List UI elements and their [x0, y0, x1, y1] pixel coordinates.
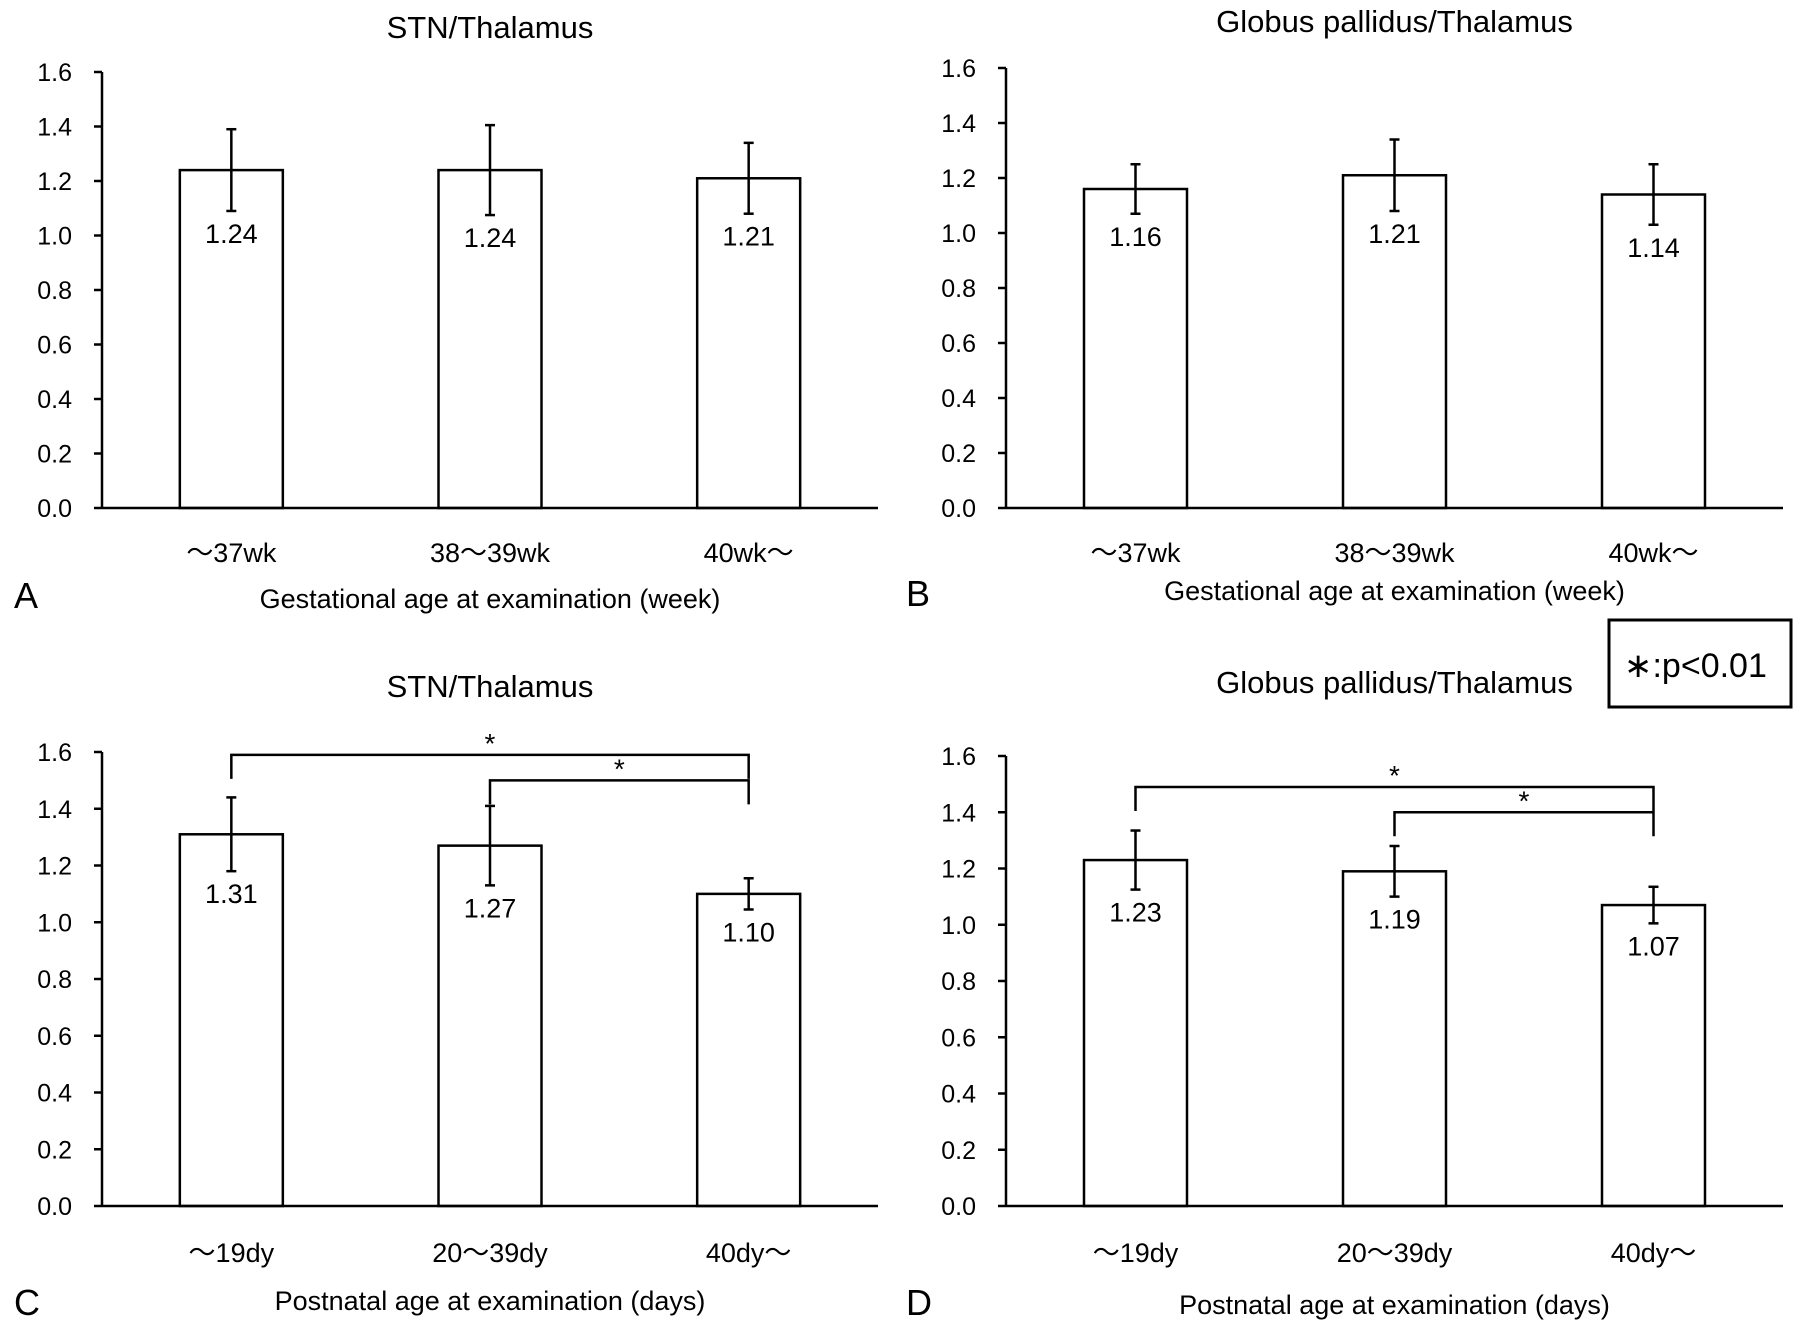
y-tick-label: 0.0	[37, 495, 72, 523]
panel-letter: D	[906, 1282, 932, 1323]
y-tick-label: 0.4	[37, 386, 72, 414]
data-label: 1.24	[205, 219, 258, 249]
x-axis-label: Postnatal age at examination (days)	[1179, 1290, 1610, 1320]
y-tick-label: 0.4	[941, 1081, 976, 1109]
y-tick-label: 0.8	[37, 277, 72, 305]
y-tick-label: 0.0	[941, 495, 976, 523]
y-tick-label: 1.6	[941, 55, 976, 83]
y-tick-label: 0.4	[37, 1080, 72, 1108]
chart-title: Globus pallidus/Thalamus	[1216, 4, 1573, 39]
y-tick-label: 0.6	[37, 1023, 72, 1051]
significance-star: *	[1389, 760, 1400, 791]
y-tick-label: 1.6	[37, 59, 72, 87]
panel-a: STN/Thalamus A 0.0 0.2 0.4 0.6 0.8 1.0 1.2 1.4 1.6…	[14, 10, 878, 616]
y-tick-label: 0.8	[941, 275, 976, 303]
bar	[1600, 903, 1707, 1208]
significance-star: *	[485, 728, 496, 759]
data-label: 1.16	[1109, 222, 1162, 252]
y-tick-label: 1.4	[37, 796, 72, 824]
y-tick-label: 1.4	[37, 114, 72, 142]
x-tick-label: 38～39wk	[1334, 538, 1455, 568]
y-tick-label: 1.4	[941, 110, 976, 138]
x-tick-label: 40wk～	[704, 538, 794, 568]
x-tick-label: 38～39wk	[430, 538, 551, 568]
bar	[437, 168, 543, 510]
y-tick-label: 1.2	[941, 165, 976, 193]
data-label: 1.19	[1368, 905, 1421, 935]
legend-text: ∗:p<0.01	[1624, 647, 1767, 685]
panel-letter: C	[14, 1282, 40, 1323]
bar	[1341, 174, 1448, 510]
x-tick-label: ～37wk	[1090, 538, 1181, 568]
chart-panels: STN/Thalamus A 0.0 0.2 0.4 0.6 0.8 1.0 1.2 1.4 1.6…	[14, 4, 1783, 1323]
x-tick-label: 40wk～	[1608, 538, 1698, 568]
bar	[437, 844, 543, 1208]
data-label: 1.24	[464, 223, 517, 253]
x-tick-label: 20～39dy	[432, 1238, 548, 1268]
panel-letter: A	[14, 575, 38, 616]
legend-frame	[1607, 618, 1793, 709]
y-tick-label: 0.2	[941, 1137, 976, 1165]
significance-bracket	[488, 779, 750, 805]
data-label: 1.23	[1109, 898, 1162, 928]
significance-star: *	[1519, 785, 1530, 816]
y-tick-label: 1.0	[941, 220, 976, 248]
data-label: 1.14	[1627, 233, 1680, 263]
panel-b: Globus pallidus/Thalamus B 0.0 0.2 0.4 0.6 0.8…	[906, 4, 1783, 614]
bar	[1600, 193, 1707, 510]
y-tick-label: 1.0	[37, 223, 72, 251]
panel-c: STN/Thalamus C 0.0 0.2 0.4 0.6 0.8 1.0 1.2 1.4 1.6…	[14, 669, 878, 1323]
panel-d: Globus pallidus/Thalamus D 0.0 0.2 0.4 0.6 0.8…	[906, 665, 1783, 1323]
x-axis-label: Gestational age at examination (week)	[260, 584, 721, 614]
bar	[1082, 187, 1189, 510]
data-label: 1.10	[722, 917, 775, 947]
x-axis-label: Gestational age at examination (week)	[1164, 576, 1625, 606]
x-tick-label: ～19dy	[189, 1238, 275, 1268]
data-label: 1.31	[205, 879, 258, 909]
x-tick-label: ～19dy	[1093, 1238, 1179, 1268]
data-label: 1.27	[464, 893, 517, 923]
y-tick-label: 0.2	[37, 441, 72, 469]
x-tick-label: 20～39dy	[1337, 1238, 1453, 1268]
bar	[695, 892, 802, 1208]
y-tick-label: 0.6	[37, 332, 72, 360]
y-tick-label: 1.0	[941, 912, 976, 940]
bar	[1341, 870, 1448, 1208]
x-axis-label: Postnatal age at examination (days)	[275, 1286, 706, 1316]
y-tick-label: 0.6	[941, 1024, 976, 1052]
data-label: 1.21	[722, 222, 775, 252]
x-tick-label: 40dy～	[706, 1238, 792, 1268]
x-tick-label: ～37wk	[186, 538, 277, 568]
y-tick-label: 0.2	[37, 1136, 72, 1164]
y-tick-label: 1.0	[37, 909, 72, 937]
y-tick-label: 0.8	[941, 968, 976, 996]
data-label: 1.21	[1368, 219, 1421, 249]
y-tick-label: 1.4	[941, 799, 976, 827]
y-tick-label: 1.2	[37, 168, 72, 196]
y-tick-label: 1.2	[37, 853, 72, 881]
significance-bracket	[1393, 811, 1655, 837]
y-tick-label: 0.0	[37, 1193, 72, 1221]
chart-title: Globus pallidus/Thalamus	[1216, 665, 1573, 700]
data-label: 1.07	[1627, 931, 1680, 961]
y-tick-label: 0.8	[37, 966, 72, 994]
panel-letter: B	[906, 573, 930, 614]
y-tick-label: 0.0	[941, 1193, 976, 1221]
y-tick-label: 1.6	[941, 743, 976, 771]
significance-star: *	[614, 753, 625, 784]
y-tick-label: 0.4	[941, 385, 976, 413]
legend-box: ∗:p<0.01	[1607, 618, 1793, 709]
y-tick-label: 0.6	[941, 330, 976, 358]
y-tick-label: 1.2	[941, 856, 976, 884]
y-tick-label: 0.2	[941, 440, 976, 468]
significance-bracket	[1134, 785, 1655, 811]
x-tick-label: 40dy～	[1611, 1238, 1697, 1268]
y-tick-label: 1.6	[37, 739, 72, 767]
bar	[178, 833, 285, 1208]
chart-title: STN/Thalamus	[387, 10, 594, 45]
significance-bracket	[230, 753, 750, 779]
chart-title: STN/Thalamus	[387, 669, 594, 704]
